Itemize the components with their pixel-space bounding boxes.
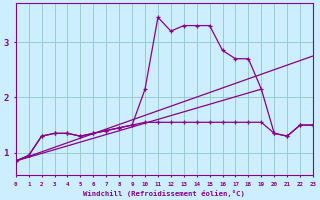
X-axis label: Windchill (Refroidissement éolien,°C): Windchill (Refroidissement éolien,°C) xyxy=(84,190,245,197)
